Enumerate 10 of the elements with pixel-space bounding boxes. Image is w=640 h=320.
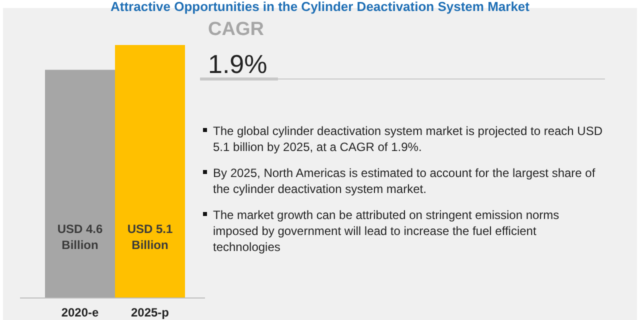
text: The global cylinder deactivation system market is projected to reach USD 5.1 billion by 2025, at a CAGR of 1.9%. [213,124,603,154]
data-label: USD 4.6 Billion [57,222,103,252]
text: 1.9% [208,49,268,79]
text: Attractive Opportunities in the Cylinder Deactivation System Market [110,0,530,14]
x-tick-label: 2020-e [61,306,100,320]
text: CAGR [208,19,264,40]
text: The market growth can be attributed on stringent emission norms imposed by government will lead to increase the fuel efficient technologies [213,208,560,254]
x-tick-label: 2025-p [130,306,170,320]
data-label: USD 5.1 Billion [127,222,173,252]
text: By 2025, North Americas is estimated to account for the largest share of the cylinder deactivation system market. [213,166,596,196]
